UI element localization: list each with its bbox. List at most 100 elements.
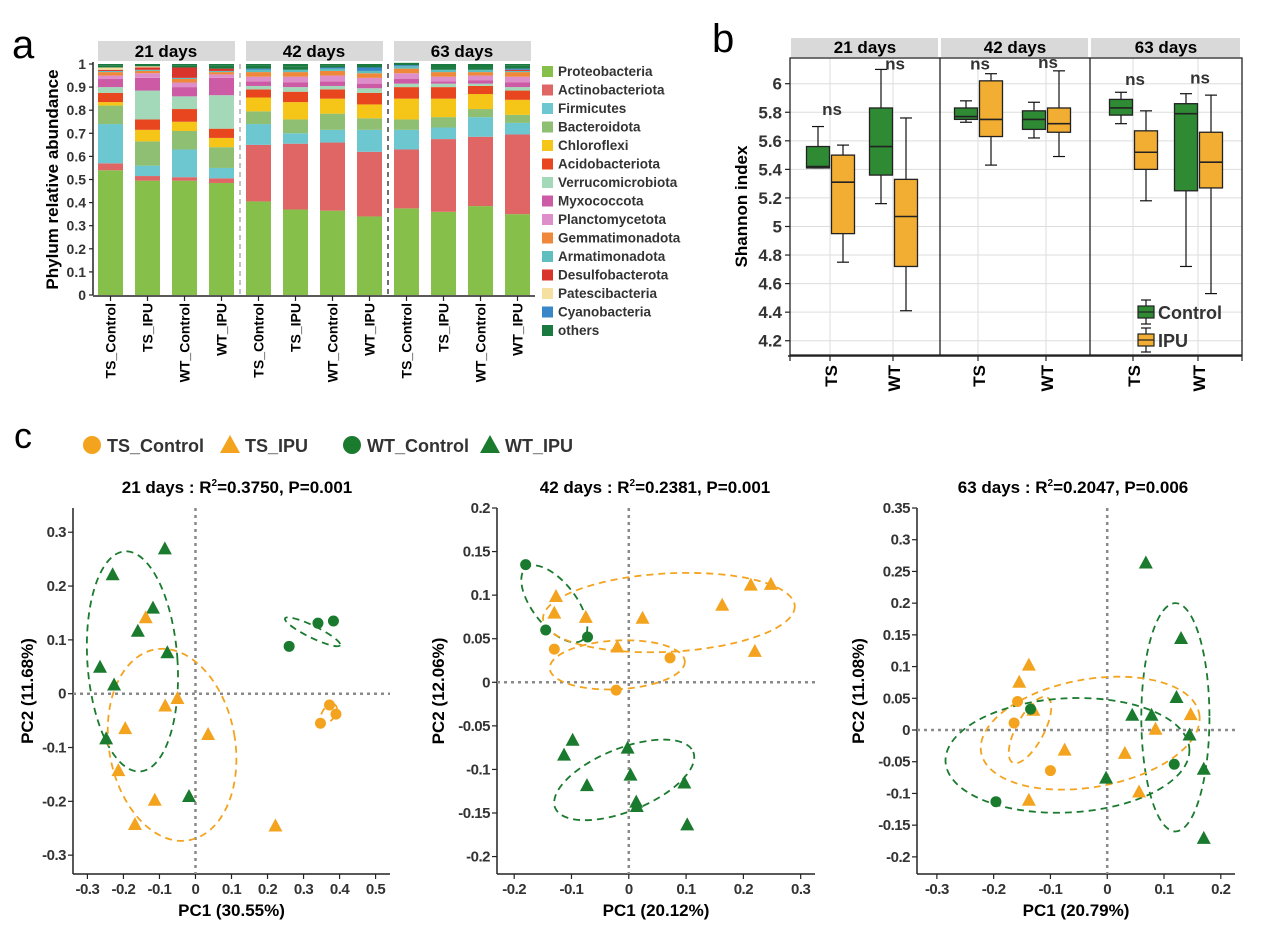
panel-a-stacked-bar-chart: 0 0.1 0.2 0.3 0.4 0.5 0.6 0.7 0.8 0.9 1 Phylum rela… [43,41,681,382]
x-tick-label: 0.1 [676,881,696,898]
bar-segment-proteobacteria [357,216,382,295]
bar-segment-acidobacteriota [209,128,234,138]
bar-segment-proteobacteria [320,210,345,295]
bar-segment-others [209,65,234,69]
bar-segment-desulfobacterota [209,68,234,71]
y-tick-label: 4.6 [758,275,782,294]
significance-label: ns [970,54,990,73]
y-tick-label: 0.4 [67,195,87,211]
y-tick-label: 0.1 [471,587,491,604]
y-tick-label: 0.15 [883,627,910,644]
legend-swatch [542,140,553,151]
bar-segment-firmicutes [505,122,530,135]
bar-segment-myxococcota [468,80,493,84]
bar-segment-cyanobacteria [357,67,382,71]
bar-segment-myxococcota [357,83,382,89]
point-ts-control [548,643,560,655]
bar-segment-myxococcota [246,81,271,86]
legend-swatch [542,84,553,96]
bar-segment-acidobacteriota [172,109,197,122]
x-tick-label: WT_IPU [510,303,526,356]
point-wt-control [283,640,295,652]
bar-segment-gemmatimonadota [172,79,197,83]
panel-label-b: b [712,17,734,61]
bar-segment-acidobacteriota [135,119,160,130]
facet-strip [941,38,1088,57]
y-tick-label: -0.15 [458,805,490,822]
x-tick-label: TS_IPU [288,303,304,352]
y-tick-label: 0.1 [47,632,67,649]
facet-label: 63 days [431,42,493,61]
bar-segment-others [431,64,456,68]
bar-segment-armatimonadota [246,69,271,73]
point-ts-ipu [549,589,564,603]
legend-label: IPU [1158,331,1188,351]
point-ts-ipu [1132,784,1147,798]
panel-c-pcoa-21-days: 21 days : R2=0.3750, P=0.001 -0.3 -0.2 -0.1… [18,478,390,920]
bar-segment-armatimonadota [468,69,493,73]
bar-segment-myxococcota [98,79,123,88]
box [1173,103,1199,192]
bar-segment-others [246,65,271,69]
x-tick-label: -0.2 [112,881,136,898]
box [830,154,856,235]
facet-strip [1091,38,1240,57]
bar-segment-myxococcota [320,81,345,86]
bar-segment-actinobacteriota [246,144,271,202]
y-tick-label: 0.3 [47,524,67,541]
x-tick-label: 0.2 [1211,881,1231,898]
legend-label: Verrucomicrobiota [558,175,678,190]
point-wt-ipu [620,740,635,754]
point-wt-control [327,615,339,627]
x-tick-label: WT_IPU [362,303,378,356]
significance-label: ns [1038,53,1058,72]
box [1198,131,1224,189]
bar-segment-proteobacteria [283,209,308,295]
bar-segment-firmicutes [394,129,419,150]
legend-label: Acidobacteriota [558,157,661,172]
y-axis-title: PC2 (12.06%) [429,638,448,745]
point-wt-ipu [677,775,692,789]
facet-strip [791,38,938,57]
x-tick-label: WT_Control [325,303,341,382]
significance-label: ns [885,54,905,73]
bar-segment-others [357,64,382,68]
point-ts-ipu [715,597,730,611]
bar-segment-verrucomicrobiota [246,85,271,90]
bar-segment-gemmatimonadota [468,72,493,76]
y-tick-label: 0.6 [67,148,87,164]
legend-swatch [542,103,553,114]
bar-segment-others [320,64,345,66]
x-tick-label: -0.1 [560,881,584,898]
bar-segment-actinobacteriota [172,177,197,181]
bar-segment-bacteroidota [283,119,308,134]
y-tick-label: -0.1 [42,740,66,757]
point-wt-ipu [157,541,172,555]
x-tick-label: -0.1 [1039,881,1063,898]
x-tick-label: -0.3 [925,881,949,898]
x-axis-title: PC1 (20.79%) [1023,901,1130,920]
legend-swatch [542,195,553,207]
y-tick-label: 0 [902,722,910,739]
bar-segment-planctomycetota [320,75,345,82]
y-tick-label: -0.2 [466,849,490,866]
panel-c-pcoa-42-days: 42 days : R2=0.2381, P=0.001 -0.2 -0.15 -0.… [429,478,815,920]
bar-segment-armatimonadota [172,77,197,80]
bar-segment-gemmatimonadota [246,72,271,77]
y-tick-label: 0.5 [67,172,87,188]
point-ts-ipu [1021,657,1036,671]
x-tick-label: TS_IPU [140,303,156,352]
point-wt-ipu [105,567,120,581]
bar-segment-bacteroidota [172,130,197,150]
legend-label: WT_IPU [505,436,573,456]
x-tick-label: TS_C0ntrol [251,303,267,378]
bar-segment-others [98,65,123,68]
bar-segment-armatimonadota [394,66,419,69]
point-wt-ipu [1144,707,1159,721]
y-axis-title: PC2 (11.08%) [849,638,868,744]
bar-segment-acidobacteriota [283,91,308,103]
bar-segment-armatimonadota [431,69,456,73]
bar-segment-proteobacteria [431,211,456,295]
box [1046,107,1072,133]
box [1133,130,1159,171]
